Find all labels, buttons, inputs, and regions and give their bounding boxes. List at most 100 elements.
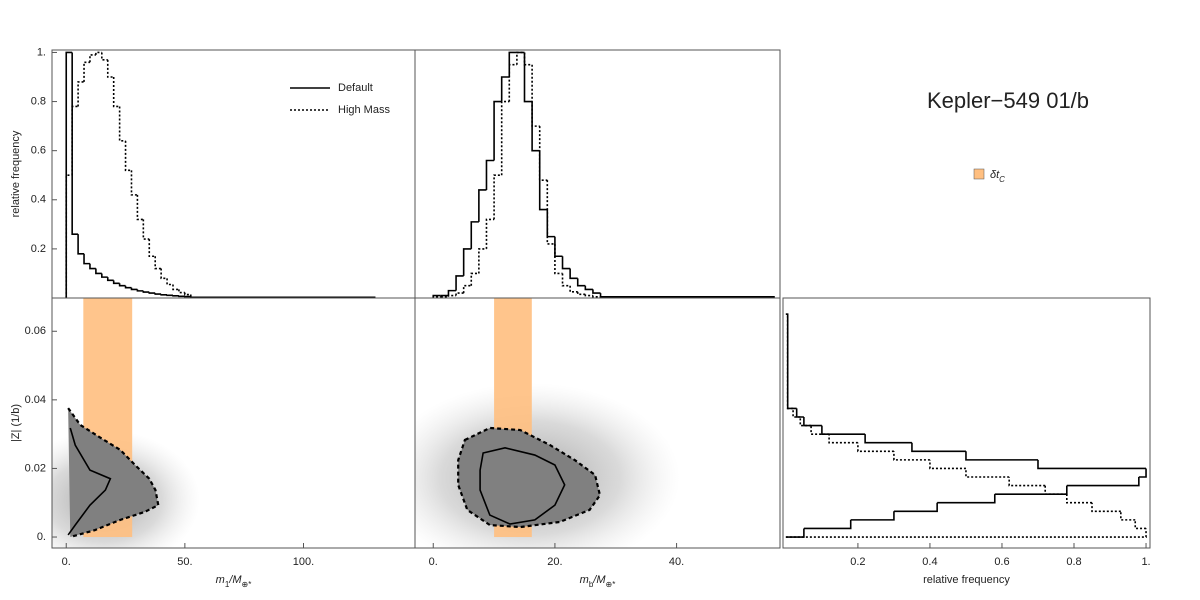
- histogram-step: [1008, 477, 1046, 487]
- histogram-step: [523, 52, 533, 103]
- x-axis-label: relative frequency: [923, 574, 1010, 586]
- histogram-step: [850, 511, 895, 521]
- histogram-step: [130, 170, 138, 196]
- x-tick-label: 50.: [177, 556, 192, 568]
- x-axis-label-part: ⊕*: [606, 580, 616, 589]
- plot-area: [65, 51, 376, 298]
- histogram-step: [447, 294, 457, 297]
- histogram-step: [83, 253, 90, 265]
- histogram-step: [462, 284, 472, 294]
- histogram-step: [500, 76, 510, 102]
- histogram-step: [83, 61, 90, 82]
- histogram-step: [561, 256, 571, 270]
- histogram-step: [455, 292, 464, 296]
- histogram-step: [569, 285, 578, 293]
- histogram-step: [71, 52, 79, 235]
- band-legend-main: δt: [990, 169, 1000, 181]
- histogram-step: [493, 174, 502, 220]
- panel: 0. 50. 100. 0. 0.02 0.04 0.06 |Z| (1/b) m1/M⊕*: [10, 297, 416, 589]
- band-legend-swatch: [973, 168, 985, 180]
- y-tick-label: 0.2: [31, 243, 46, 255]
- histogram-step: [178, 289, 185, 294]
- histogram-step: [828, 434, 858, 444]
- histogram-step: [893, 451, 930, 461]
- histogram-step: [508, 63, 517, 102]
- histogram-step: [546, 180, 555, 245]
- histogram-step: [118, 106, 126, 142]
- histogram-step: [785, 313, 794, 410]
- histogram-step: [803, 416, 822, 427]
- histogram-step: [118, 283, 126, 287]
- y-tick-label: 1.: [37, 46, 46, 58]
- histogram-step: [1044, 485, 1067, 495]
- histogram-step: [77, 81, 85, 107]
- contour: [67, 427, 112, 536]
- histogram-step: [95, 51, 102, 55]
- panel: Default High Mass 0.2 0.4 0.6 0.8 1. relative f…: [10, 46, 416, 299]
- y-tick-label: 0.6: [31, 145, 46, 157]
- histogram-step: [546, 209, 555, 238]
- histogram-step: [500, 100, 510, 176]
- histogram-step: [106, 59, 114, 78]
- histogram-step: [124, 140, 132, 172]
- histogram-step: [821, 425, 866, 435]
- histogram-step: [584, 285, 593, 291]
- x-tick-label: 20.: [547, 556, 562, 568]
- histogram-step: [455, 275, 464, 291]
- x-axis-label-part: ⊕*: [242, 580, 252, 589]
- histogram-step: [148, 292, 156, 294]
- x-axis-label-part: b: [589, 580, 594, 589]
- figure-title: Kepler−549 01/b: [927, 88, 1089, 113]
- plot-area: [415, 298, 680, 548]
- histogram-step: [857, 442, 894, 453]
- histogram-step: [592, 289, 601, 294]
- histogram-step: [554, 243, 563, 275]
- histogram-step: [154, 293, 162, 295]
- histogram-step: [101, 273, 108, 278]
- histogram-step: [1091, 502, 1121, 513]
- histogram-step: [485, 218, 495, 249]
- plot-area: [52, 298, 200, 548]
- x-axis-label-part: m: [216, 574, 225, 586]
- histogram-step: [478, 189, 487, 222]
- contour: [479, 447, 566, 525]
- histogram-step: [136, 194, 144, 221]
- histogram-step: [531, 64, 540, 127]
- x-tick-label: 0.4: [922, 556, 937, 568]
- histogram-step: [89, 54, 96, 63]
- histogram-step: [1134, 519, 1147, 530]
- x-tick-label: 1.: [1141, 556, 1150, 568]
- x-axis-label-part: /M: [228, 574, 242, 586]
- x-axis-label-part: m: [580, 574, 589, 586]
- x-tick-label: 100.: [293, 556, 314, 568]
- histogram-step: [965, 451, 1038, 461]
- x-axis-label-part: /M: [592, 574, 606, 586]
- histogram-step: [785, 528, 1147, 538]
- histogram-step: [994, 485, 1068, 495]
- plot-area: [785, 313, 1147, 538]
- histogram-step: [864, 434, 912, 444]
- histogram-step: [1037, 459, 1147, 470]
- histogram-step: [965, 468, 1010, 478]
- histogram-step: [112, 280, 120, 285]
- histogram-step: [89, 263, 96, 270]
- frame: [414, 297, 781, 549]
- frame: [414, 49, 781, 299]
- legend-label: Default: [338, 82, 373, 94]
- histogram-step: [554, 236, 563, 258]
- frame: [782, 297, 1151, 549]
- histogram-step: [71, 105, 79, 176]
- histogram-step: [478, 248, 487, 274]
- histogram-step: [523, 52, 533, 66]
- histogram-step: [785, 528, 805, 538]
- x-tick-label: 0.: [62, 556, 71, 568]
- histogram-step: [124, 285, 132, 289]
- y-tick-label: 0.04: [25, 394, 46, 406]
- histogram-step: [576, 278, 586, 287]
- histogram-step: [1066, 494, 1093, 504]
- histogram-step: [142, 219, 150, 240]
- histogram-step: [516, 51, 525, 65]
- panel: 0.2 0.4 0.6 0.8 1. relative frequency: [782, 297, 1151, 586]
- plot-area: [432, 51, 775, 298]
